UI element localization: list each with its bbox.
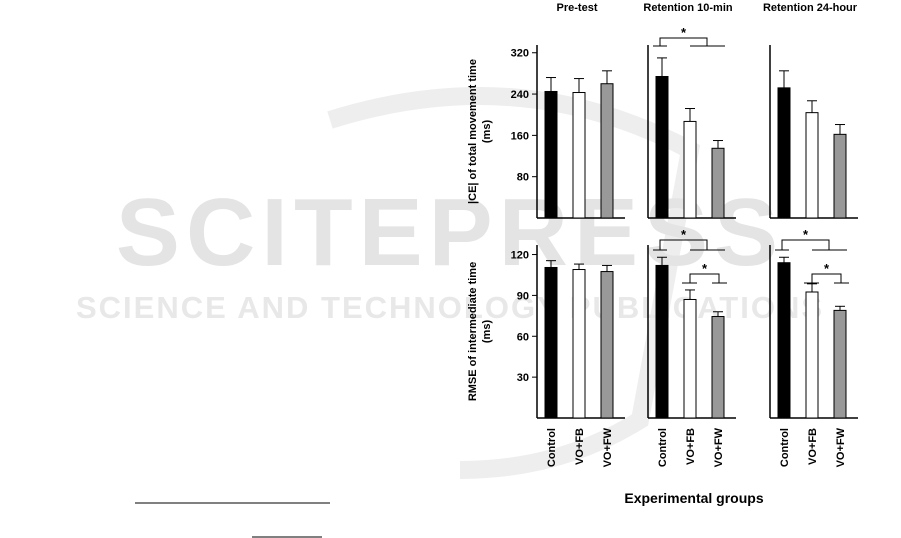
bar xyxy=(833,133,847,219)
bar xyxy=(600,271,614,419)
y-tick-label: 120 xyxy=(511,250,529,262)
y-axis-label: |CE| of total movement time xyxy=(467,59,479,204)
x-tick-label: VO+FW xyxy=(835,427,847,467)
significance-bracket xyxy=(804,273,849,284)
significance-bracket xyxy=(682,273,727,284)
bar xyxy=(777,87,791,219)
bar xyxy=(544,90,558,219)
bar xyxy=(805,112,819,219)
significance-label: * xyxy=(824,261,830,276)
x-tick-label: Control xyxy=(779,428,791,467)
panel-title: Pre-test xyxy=(557,2,598,14)
bar xyxy=(572,92,586,219)
bar xyxy=(711,316,725,419)
bar xyxy=(683,298,697,419)
x-tick-label: Control xyxy=(546,428,558,467)
x-axis-label: Experimental groups xyxy=(624,490,763,506)
y-tick-label: 80 xyxy=(517,172,529,184)
bar xyxy=(777,262,791,419)
watermark-subtitle: SCIENCE AND TECHNOLOGY PUBLICATIONS xyxy=(76,290,824,325)
bar xyxy=(544,266,558,419)
x-tick-label: VO+FB xyxy=(685,428,697,465)
significance-label: * xyxy=(681,25,687,40)
significance-bracket xyxy=(653,37,725,47)
significance-bracket xyxy=(775,239,847,251)
significance-label: * xyxy=(702,261,708,276)
significance-label: * xyxy=(681,227,687,242)
bar xyxy=(655,264,669,419)
y-tick-label: 320 xyxy=(511,48,529,60)
y-axis-label: (ms) xyxy=(481,120,493,144)
bar xyxy=(805,291,819,419)
y-tick-label: 30 xyxy=(517,372,529,384)
y-axis-label: (ms) xyxy=(481,320,493,344)
y-tick-label: 160 xyxy=(511,130,529,142)
x-tick-label: VO+FW xyxy=(713,427,725,467)
panel-title: Retention 10-min xyxy=(643,2,733,14)
y-tick-label: 60 xyxy=(517,331,529,343)
x-tick-label: VO+FB xyxy=(574,428,586,465)
y-tick-label: 90 xyxy=(517,290,529,302)
y-tick-label: 240 xyxy=(511,89,529,101)
bar xyxy=(711,147,725,219)
y-axis-label: RMSE of intermediate time xyxy=(467,262,479,401)
significance-bracket xyxy=(653,239,725,251)
bar xyxy=(683,120,697,219)
bar xyxy=(655,76,669,219)
bar xyxy=(833,309,847,419)
panel-title: Retention 24-hour xyxy=(763,2,858,14)
x-tick-label: VO+FW xyxy=(602,427,614,467)
bar xyxy=(572,269,586,419)
x-tick-label: VO+FB xyxy=(807,428,819,465)
x-tick-label: Control xyxy=(657,428,669,467)
significance-label: * xyxy=(803,227,809,242)
bar xyxy=(600,83,614,219)
